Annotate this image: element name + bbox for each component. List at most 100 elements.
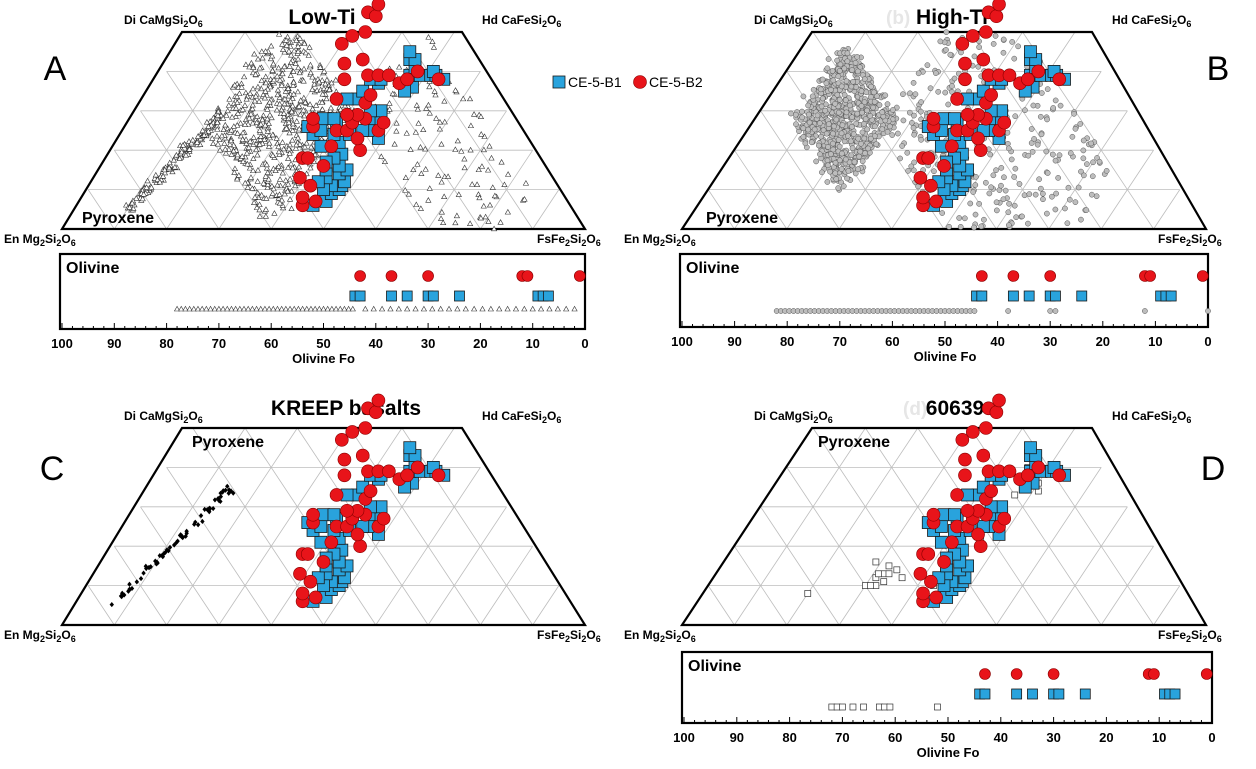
ce5-b1-olivine: [401, 290, 413, 302]
high-ti-point: [1075, 184, 1082, 191]
high-ti-point: [814, 112, 821, 119]
low-ti-point: [471, 305, 478, 312]
low-ti-point: [289, 102, 296, 109]
grid-line: [943, 427, 1076, 626]
low-ti-point: [320, 305, 327, 312]
low-ti-point: [214, 126, 221, 132]
high-ti-point: [1052, 206, 1059, 213]
low-ti-point: [258, 48, 265, 54]
low-ti-point: [274, 91, 281, 98]
low-ti-point: [237, 132, 245, 139]
low-ti-point: [234, 122, 241, 128]
high-ti-point: [842, 97, 849, 104]
low-ti-point: [292, 182, 299, 189]
high-ti-point: [981, 216, 987, 223]
high-ti-point: [1056, 152, 1063, 159]
high-ti-point: [1049, 193, 1055, 200]
high-ti-point: [908, 163, 915, 170]
high-ti-point: [799, 114, 806, 121]
low-ti-point: [161, 169, 169, 176]
low-ti-point: [290, 82, 297, 88]
high-ti-point: [870, 104, 877, 111]
high-ti-point: [793, 121, 799, 128]
low-ti-point: [287, 160, 295, 167]
high-ti-point: [861, 135, 868, 142]
low-ti-point: [386, 106, 393, 112]
ce5-b1-olivine: [1076, 290, 1088, 302]
high-ti-point: [1005, 209, 1012, 216]
high-ti-point: [844, 58, 851, 65]
high-ti-point: [825, 144, 831, 150]
grid-line: [323, 31, 455, 230]
high-ti-point: [876, 102, 883, 108]
ternary-outline: [60, 426, 587, 627]
high-ti-point: [1005, 308, 1011, 314]
low-ti-point: [452, 146, 459, 152]
low-ti-point: [497, 219, 504, 225]
low-ti-point: [303, 305, 310, 312]
high-ti-point: [823, 130, 830, 137]
ce5-b2-point: [337, 468, 352, 483]
high-ti-point: [1044, 210, 1050, 217]
low-ti-point: [222, 149, 230, 156]
high-ti-point: [1005, 140, 1011, 147]
high-ti-point: [813, 158, 819, 165]
low-ti-point: [241, 121, 249, 127]
low-ti-point: [309, 73, 316, 80]
high-ti-point: [857, 148, 864, 155]
high-ti-point: [972, 182, 979, 188]
olivine-tick-label: 80: [782, 730, 796, 745]
low-ti-point: [179, 142, 187, 148]
high-ti-point: [895, 130, 901, 137]
grid-line: [1048, 110, 1128, 230]
low-ti-point: [239, 129, 247, 136]
high-ti-point: [1040, 190, 1046, 197]
low-ti-point: [370, 305, 377, 312]
low-ti-point: [279, 41, 286, 47]
low-ti-point: [452, 219, 459, 226]
low-ti-point: [259, 116, 266, 123]
ce5-b2-point: [913, 170, 928, 185]
high-ti-point: [836, 157, 843, 164]
high-ti-point: [1019, 213, 1025, 220]
low-ti-point: [486, 201, 494, 208]
low-ti-point: [262, 122, 269, 128]
high-ti-point: [849, 145, 856, 152]
high-ti-point: [810, 86, 817, 93]
low-ti-point: [210, 140, 217, 147]
high-ti-point: [961, 215, 968, 222]
low-ti-point: [477, 113, 485, 119]
low-ti-point: [554, 305, 561, 312]
high-ti-point: [859, 129, 866, 136]
kreep-point: [198, 512, 204, 519]
low-ti-point: [437, 215, 445, 221]
ce5-b2-point: [992, 0, 1006, 12]
olivine-tick-label: 90: [107, 336, 121, 351]
high-ti-point: [863, 89, 870, 96]
vertex-di: Di CaMgSi2O6: [124, 409, 203, 425]
low-ti-point: [246, 164, 254, 171]
high-ti-point: [1000, 49, 1007, 56]
ce5-b2-olivine: [385, 270, 398, 282]
low-ti-point: [279, 139, 286, 145]
high-ti-point: [986, 190, 993, 197]
low-ti-point: [425, 34, 432, 40]
low-ti-point: [299, 305, 306, 312]
high-ti-point: [1065, 184, 1072, 191]
low-ti-point: [305, 52, 312, 58]
low-ti-point: [227, 137, 235, 144]
low-ti-point: [480, 146, 488, 153]
ce5-points: [913, 0, 1071, 213]
low-ti-point: [280, 110, 288, 116]
low-ti-point: [182, 151, 190, 158]
low-ti-point: [278, 196, 286, 203]
low-ti-point: [285, 119, 292, 125]
low-ti-point: [278, 82, 285, 88]
low-ti-point: [279, 70, 286, 77]
panel-title: KREEP basalts: [271, 397, 421, 420]
low-ti-point: [232, 104, 240, 111]
high-ti-point: [836, 96, 843, 103]
low-ti-point: [417, 205, 424, 211]
